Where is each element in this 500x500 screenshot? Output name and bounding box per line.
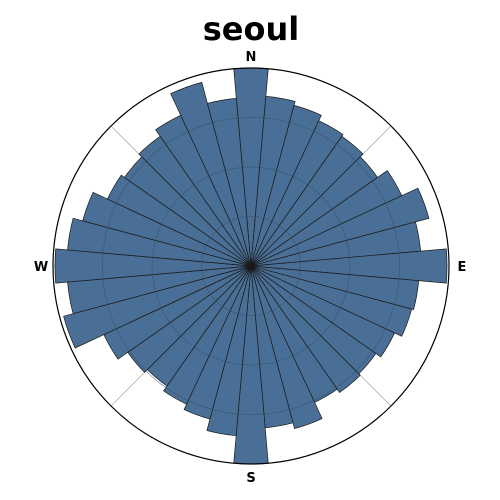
bar-200deg	[183, 265, 252, 420]
bar-20deg	[250, 104, 322, 267]
direction-label-south: S	[246, 471, 255, 486]
bar-350deg	[207, 97, 252, 267]
bar-210deg	[163, 265, 252, 405]
bar-70deg	[250, 187, 430, 267]
grid-ring-3	[102, 117, 400, 415]
bar-270deg	[54, 248, 252, 284]
direction-label-east: E	[458, 260, 467, 275]
bar-160deg	[250, 265, 323, 429]
outer-circle	[52, 67, 450, 465]
bars	[54, 67, 448, 465]
bar-280deg	[67, 217, 252, 267]
grid-ring-2	[151, 166, 351, 366]
grid-rings	[102, 117, 400, 415]
bar-110deg	[250, 265, 413, 337]
bar-300deg	[106, 174, 252, 267]
bar-30deg	[250, 120, 344, 267]
direction-label-west: W	[34, 260, 48, 275]
bar-90deg	[250, 248, 448, 284]
bar-340deg	[170, 81, 252, 267]
bar-140deg	[250, 265, 361, 393]
bar-120deg	[250, 265, 396, 358]
bar-40deg	[250, 135, 364, 267]
bar-250deg	[63, 265, 252, 349]
bar-290deg	[82, 191, 252, 267]
chart-title: seoul	[203, 10, 299, 48]
grid-ring-1	[201, 216, 301, 316]
direction-label-north: N	[246, 50, 257, 65]
